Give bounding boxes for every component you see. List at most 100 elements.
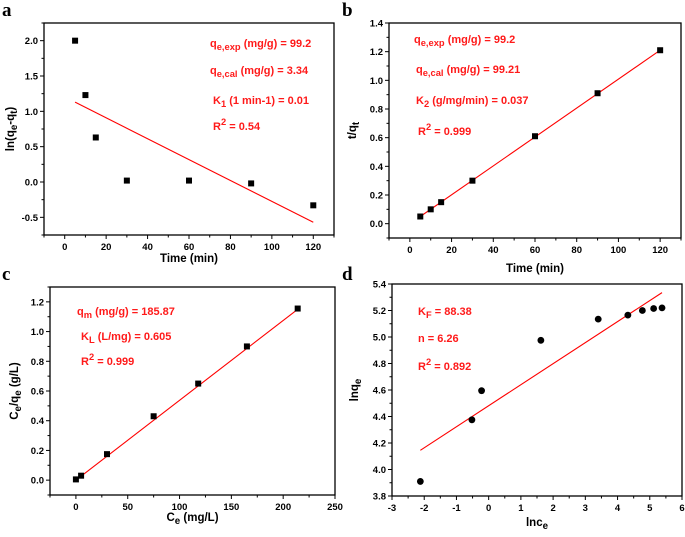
x-tick-label: 2 (550, 503, 555, 514)
y-axis-label: ln(qe-qt) (5, 107, 20, 152)
x-tick-label: 3 (583, 503, 588, 514)
x-tick-label: 120 (305, 242, 321, 253)
y-tick-label: 5.0 (373, 333, 386, 344)
annotation: n = 6.26 (418, 333, 459, 345)
y-tick-label: 0.4 (31, 416, 45, 427)
data-point (537, 336, 545, 344)
x-tick-label: 40 (488, 245, 499, 256)
x-tick-label: 6 (679, 503, 684, 514)
x-tick-label: 20 (101, 242, 112, 253)
annotation: KL (L/mg) = 0.605 (81, 331, 171, 345)
data-point (72, 37, 79, 44)
panel-d: d -3 -2 -1 0 1 2 3 4 5 6 3.8 4.0 4.2 4.4 4.6 4.8 5.0 5.2 5.… (342, 264, 685, 532)
annotation: K1 (1 min-1) = 0.01 (213, 95, 309, 109)
x-axis-label: Time (min) (506, 263, 564, 275)
y-tick-label: 4.2 (373, 439, 386, 450)
data-point (123, 177, 130, 184)
x-axis-label: lnce (526, 517, 549, 532)
data-point (417, 213, 424, 220)
y-tick-label: 3.8 (373, 492, 386, 503)
x-tick-label: 200 (275, 502, 291, 513)
annotation: R2 = 0.892 (418, 357, 471, 373)
data-point (657, 47, 664, 54)
x-axis-label: Ce (mg/L) (166, 512, 218, 527)
y-tick-label: 0.4 (370, 162, 384, 173)
data-point (438, 199, 445, 206)
panel-a: a 0 20 40 60 80 100 120 -0.5 0.0 0.5 1.0 1.5 2.0 Time … (2, 0, 335, 265)
y-tick-label: 1.2 (370, 47, 383, 58)
data-point (294, 305, 301, 312)
panel-letter: b (342, 0, 353, 21)
data-point (594, 315, 602, 323)
data-point (427, 206, 434, 213)
x-tick-label: -1 (452, 503, 461, 514)
x-axis-label: Time (min) (160, 253, 218, 265)
y-tick-label: 5.2 (373, 306, 386, 317)
y-tick-label: -0.5 (22, 213, 39, 224)
data-point (243, 343, 250, 350)
x-tick-label: 80 (225, 242, 236, 253)
y-tick-label: 0.0 (25, 178, 38, 189)
fit-line (74, 101, 314, 223)
annotation: qm (mg/g) = 185.87 (77, 306, 175, 320)
panel-letter: d (342, 264, 353, 285)
annotation: qe,exp (mg/g) = 99.2 (210, 38, 311, 52)
data-point (150, 413, 157, 420)
data-point (92, 134, 99, 141)
data-point (72, 476, 79, 483)
x-tick-label: 0 (62, 242, 67, 253)
x-tick-label: -3 (388, 503, 396, 514)
y-tick-label: 2.0 (25, 36, 38, 47)
x-tick-label: 50 (122, 502, 133, 513)
y-tick-label: 1.4 (370, 19, 384, 30)
data-point (248, 180, 255, 187)
y-tick-label: 0.8 (370, 105, 383, 116)
y-tick-label: 1.0 (31, 327, 44, 338)
y-tick-label: 1.2 (31, 297, 44, 308)
panel-letter: a (2, 0, 12, 21)
plot-frame (43, 22, 335, 236)
x-tick-label: 120 (652, 245, 668, 256)
data-point (468, 416, 476, 424)
fit-line (75, 308, 299, 481)
annotation: R2 = 0.999 (418, 122, 471, 138)
x-tick-label: 40 (142, 242, 153, 253)
data-point (594, 90, 601, 97)
y-tick-label: 4.4 (373, 412, 387, 423)
fit-line (420, 292, 663, 451)
y-tick-label: 0.8 (31, 357, 44, 368)
x-tick-label: 250 (327, 502, 343, 513)
annotation: qe,exp (mg/g) = 99.2 (414, 34, 515, 48)
x-tick-label: 60 (530, 245, 541, 256)
data-point (532, 133, 538, 140)
y-tick-label: 0.5 (25, 142, 39, 153)
x-tick-label: 60 (184, 242, 195, 253)
data-point (78, 472, 85, 479)
y-axis-label: Ce/qe (g/L) (9, 362, 24, 420)
panel-c: c 0 50 100 150 200 250 0.0 0.2 0.4 0.6 0.8 1.0 1.2 Ce … (2, 264, 343, 527)
data-point (650, 305, 658, 312)
x-tick-label: 4 (615, 503, 621, 514)
x-tick-label: 80 (571, 245, 582, 256)
y-tick-label: 0.2 (31, 446, 44, 457)
x-tick-label: 100 (172, 502, 188, 513)
data-point (469, 177, 476, 184)
x-tick-label: 20 (446, 245, 457, 256)
y-tick-label: 1.5 (25, 72, 39, 83)
data-point (186, 177, 192, 184)
x-tick-label: 1 (518, 503, 524, 514)
y-tick-label: 4.6 (373, 386, 386, 397)
x-tick-label: 100 (264, 242, 280, 253)
y-tick-label: 0.0 (31, 476, 44, 487)
y-axis-label: t/qt (347, 121, 362, 139)
annotation: K2 (g/mg/min) = 0.037 (416, 95, 529, 109)
data-point (478, 387, 485, 395)
y-tick-label: 1.0 (370, 76, 383, 87)
panel-b: b 0 20 40 60 80 100 120 0.0 0.2 0.4 0.6 0.8 1.0 1.2 1.4… (342, 0, 682, 275)
data-point (195, 380, 202, 387)
x-tick-label: 0 (73, 502, 78, 513)
annotation: KF = 88.38 (418, 306, 472, 320)
x-tick-label: 5 (647, 503, 653, 514)
fit-line (419, 49, 661, 217)
